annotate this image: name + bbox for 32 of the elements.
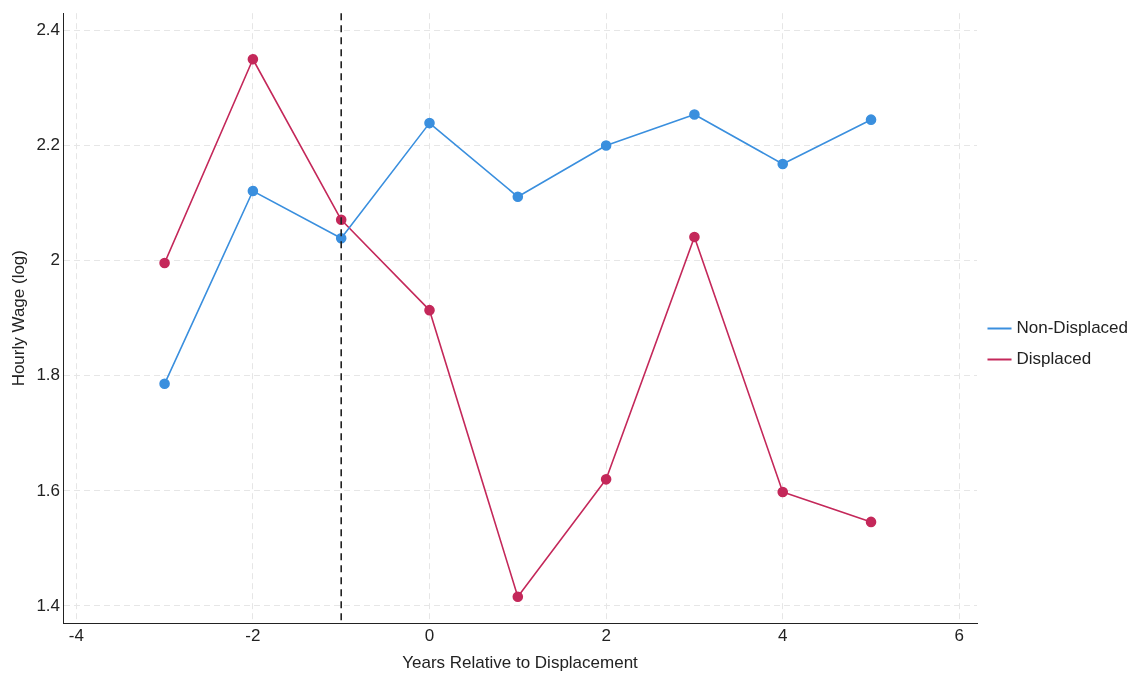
point bbox=[424, 304, 435, 316]
point bbox=[600, 474, 612, 485]
x-tick-label: 4 bbox=[778, 626, 788, 646]
point bbox=[600, 140, 612, 151]
point bbox=[512, 591, 524, 603]
x-tick-label: 2 bbox=[601, 626, 611, 646]
point bbox=[247, 53, 259, 65]
y-axis-title: Hourly Wage (log) bbox=[8, 250, 28, 387]
y-tick-label: 1.4 bbox=[36, 595, 61, 615]
point bbox=[777, 158, 789, 170]
point bbox=[247, 185, 259, 197]
x-tick-label: -4 bbox=[68, 626, 84, 646]
point bbox=[424, 117, 435, 129]
y-tick-label: 2 bbox=[50, 250, 61, 270]
point bbox=[512, 191, 524, 203]
x-tick-label: -2 bbox=[245, 626, 261, 646]
y-tick-label: 2.2 bbox=[36, 135, 61, 155]
legend-label: Displaced bbox=[1016, 349, 1092, 369]
x-axis-title: Years Relative to Displacement bbox=[402, 653, 639, 673]
x-tick-label: 0 bbox=[424, 626, 435, 646]
legend-label: Non-Displaced bbox=[1016, 318, 1128, 338]
point bbox=[159, 257, 170, 269]
y-tick-label: 1.6 bbox=[36, 480, 61, 500]
y-tick-label: 2.4 bbox=[36, 20, 61, 40]
point bbox=[689, 109, 700, 120]
point bbox=[865, 114, 877, 125]
point bbox=[777, 486, 789, 498]
point bbox=[159, 378, 170, 390]
point bbox=[689, 231, 700, 243]
y-tick-label: 1.8 bbox=[36, 365, 61, 385]
point bbox=[865, 516, 877, 528]
x-tick-label: 6 bbox=[954, 626, 965, 646]
